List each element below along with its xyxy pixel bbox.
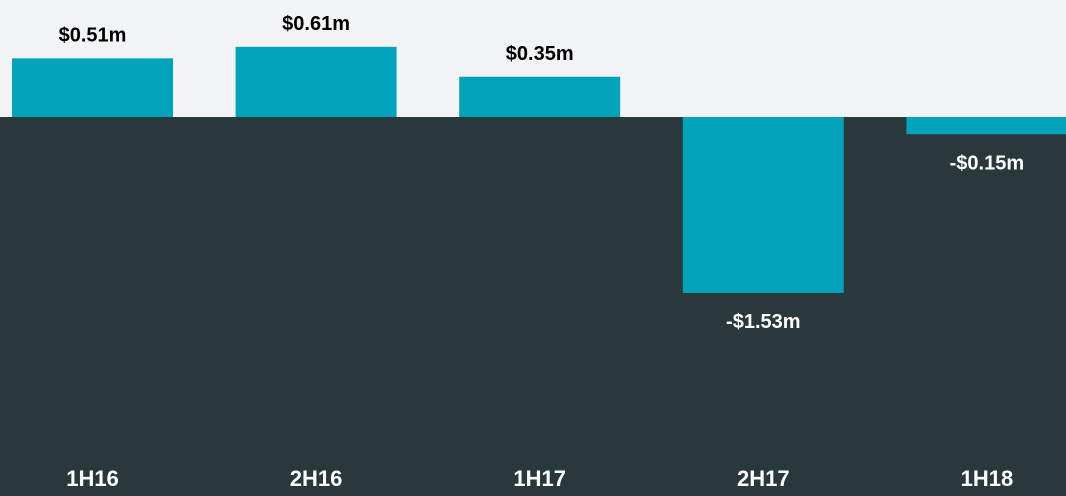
x-tick-label: 2H17 — [737, 466, 790, 491]
bar — [12, 58, 173, 117]
x-tick-label: 1H16 — [66, 466, 119, 491]
value-label: -$0.15m — [950, 153, 1025, 175]
bar — [906, 117, 1066, 135]
value-label: $0.61m — [282, 13, 350, 35]
x-tick-label: 1H17 — [513, 466, 566, 491]
value-label: -$1.53m — [726, 311, 801, 333]
negative-background — [0, 117, 1066, 496]
bar — [235, 46, 397, 117]
bar — [682, 117, 844, 293]
value-label: $0.51m — [59, 25, 127, 47]
x-tick-label: 1H18 — [961, 466, 1014, 491]
x-tick-label: 2H16 — [290, 466, 343, 491]
bar — [459, 76, 621, 117]
value-label: $0.35m — [506, 43, 574, 65]
